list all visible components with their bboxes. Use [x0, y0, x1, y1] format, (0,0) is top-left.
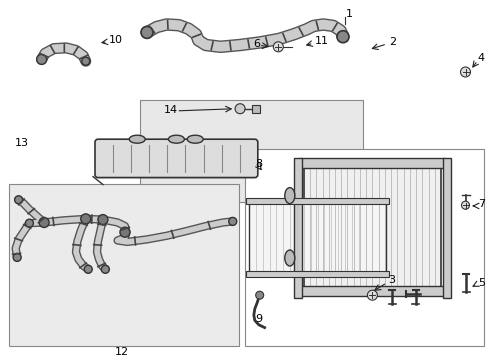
Ellipse shape: [187, 135, 203, 143]
Circle shape: [101, 265, 109, 273]
FancyBboxPatch shape: [95, 139, 258, 177]
Circle shape: [81, 214, 91, 224]
Text: 3: 3: [388, 275, 395, 285]
Bar: [246, 271, 389, 277]
Circle shape: [15, 196, 23, 204]
Bar: [252, 105, 260, 113]
Text: 10: 10: [109, 35, 123, 45]
Ellipse shape: [169, 135, 184, 143]
Circle shape: [82, 57, 90, 65]
Text: 5: 5: [478, 278, 485, 288]
Ellipse shape: [129, 135, 145, 143]
Circle shape: [98, 215, 108, 225]
Bar: [304, 166, 441, 288]
Circle shape: [39, 217, 49, 228]
Text: 7: 7: [478, 199, 485, 210]
Circle shape: [368, 290, 377, 300]
Circle shape: [13, 253, 21, 261]
Circle shape: [235, 104, 245, 114]
Bar: [140, 100, 363, 202]
Text: 13: 13: [15, 138, 29, 148]
Text: 9: 9: [255, 314, 262, 324]
Text: 12: 12: [115, 347, 128, 357]
Circle shape: [273, 42, 283, 52]
Bar: [443, 158, 451, 298]
Text: 1: 1: [345, 9, 352, 19]
Circle shape: [337, 31, 349, 43]
Ellipse shape: [285, 188, 295, 204]
Bar: [249, 203, 386, 272]
Circle shape: [25, 219, 33, 227]
Text: 8: 8: [255, 159, 262, 169]
Circle shape: [141, 26, 153, 39]
Bar: [9, 184, 239, 346]
Bar: [245, 149, 484, 346]
Bar: [300, 286, 445, 296]
Circle shape: [461, 67, 470, 77]
Text: 14: 14: [164, 105, 178, 115]
Text: 6: 6: [253, 39, 260, 49]
Circle shape: [84, 265, 92, 273]
Bar: [300, 158, 445, 168]
Text: 11: 11: [315, 36, 329, 46]
Text: 4: 4: [478, 53, 485, 63]
Circle shape: [256, 291, 264, 299]
Bar: [246, 198, 389, 204]
Circle shape: [462, 201, 469, 209]
Bar: [294, 158, 302, 298]
Circle shape: [120, 227, 130, 237]
Circle shape: [37, 54, 47, 64]
Ellipse shape: [285, 250, 295, 266]
Text: 2: 2: [390, 37, 397, 48]
Circle shape: [229, 217, 237, 225]
